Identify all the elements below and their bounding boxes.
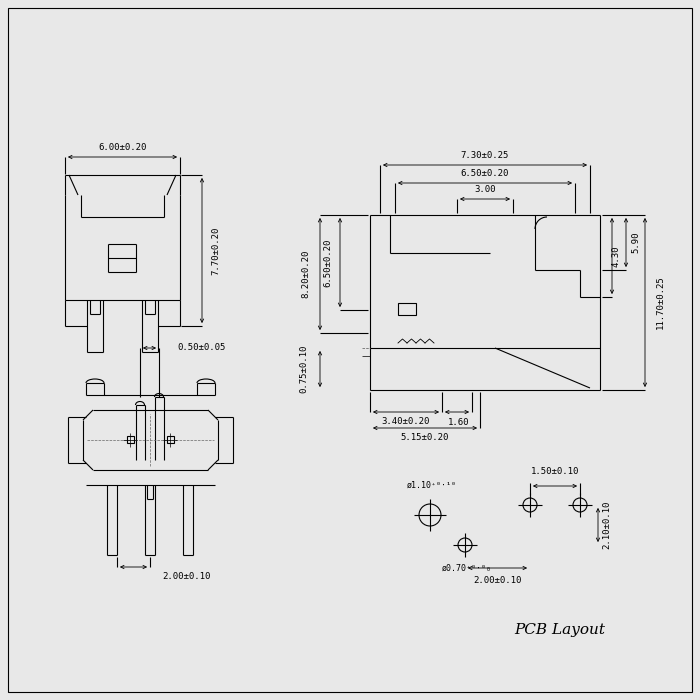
Text: 7.70±0.20: 7.70±0.20 <box>211 226 220 274</box>
Text: 4.30: 4.30 <box>612 245 620 267</box>
Bar <box>167 436 174 443</box>
Text: 1.60: 1.60 <box>448 418 470 427</box>
Text: 1.50±0.10: 1.50±0.10 <box>531 467 579 476</box>
Text: 0.50±0.05: 0.50±0.05 <box>177 344 225 353</box>
Text: ø0.70⁺⁰·⁰₀: ø0.70⁺⁰·⁰₀ <box>442 564 492 573</box>
Text: 5.90: 5.90 <box>631 232 640 253</box>
Text: 6.50±0.20: 6.50±0.20 <box>323 238 332 287</box>
Text: 5.15±0.20: 5.15±0.20 <box>401 433 449 442</box>
Text: 3.00: 3.00 <box>475 185 496 194</box>
Bar <box>398 303 416 315</box>
Text: ø1.10⁺⁰·¹⁰: ø1.10⁺⁰·¹⁰ <box>407 481 457 490</box>
Text: 7.30±0.25: 7.30±0.25 <box>461 151 509 160</box>
Text: 6.50±0.20: 6.50±0.20 <box>461 169 509 178</box>
Bar <box>127 436 134 443</box>
Text: 2.00±0.10: 2.00±0.10 <box>473 576 522 585</box>
Text: 8.20±0.20: 8.20±0.20 <box>302 250 311 298</box>
Text: 6.00±0.20: 6.00±0.20 <box>98 143 147 152</box>
Text: 11.70±0.25: 11.70±0.25 <box>655 276 664 330</box>
Text: PCB Layout: PCB Layout <box>514 623 606 637</box>
Text: 2.00±0.10: 2.00±0.10 <box>162 572 211 581</box>
Text: 3.40±0.20: 3.40±0.20 <box>382 417 430 426</box>
Text: 0.75±0.10: 0.75±0.10 <box>300 345 309 393</box>
Text: 2.10±0.10: 2.10±0.10 <box>602 500 611 550</box>
